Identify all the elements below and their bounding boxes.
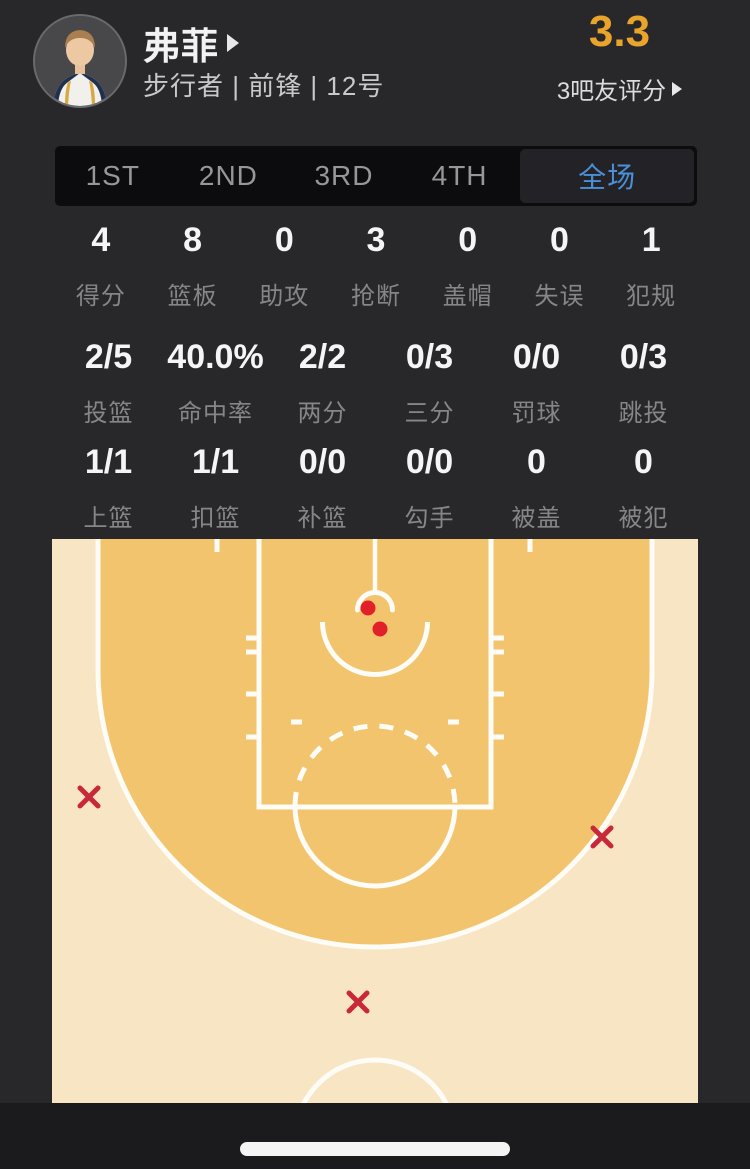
free-throw-circle-dashed — [292, 723, 458, 807]
stat-ft: 0/0 罚球 — [511, 338, 562, 427]
rating-caption-row[interactable]: 3吧友评分 — [532, 71, 707, 106]
stat-steals: 3 抢断 — [351, 221, 402, 310]
stat-layup: 1/1 上篮 — [83, 443, 134, 532]
stat-turnovers: 0 失误 — [534, 221, 585, 310]
made-shot-marker — [360, 600, 376, 616]
rating-arrow-icon — [672, 81, 683, 96]
tab-4th[interactable]: 4TH — [431, 160, 488, 191]
player-photo — [35, 16, 125, 106]
missed-shot-marker — [590, 825, 614, 849]
stat-dunk: 1/1 扣篮 — [190, 443, 241, 532]
player-name: 弗菲 — [143, 26, 219, 67]
stat-blocked: 0 被盖 — [511, 443, 562, 532]
court-floor-inside-arc — [98, 539, 652, 947]
shot-markers — [77, 600, 614, 1014]
restricted-area-arc — [320, 621, 430, 677]
rating-block: 3.3 3吧友评分 — [532, 8, 707, 106]
rating-caption: 3吧友评分 — [556, 78, 667, 105]
stat-fouls: 1 犯规 — [626, 221, 677, 310]
missed-shot-marker — [77, 785, 101, 809]
stat-row-basic: 4 得分 8 篮板 0 助攻 3 抢断 0 盖帽 0 失误 1 犯规 — [55, 220, 697, 311]
three-point-line — [95, 539, 655, 950]
avatar[interactable] — [33, 14, 127, 108]
stat-hook: 0/0 勾手 — [404, 443, 455, 532]
bottom-bar — [0, 1103, 750, 1169]
tab-2nd[interactable]: 2ND — [198, 160, 258, 191]
made-shot-marker — [372, 621, 388, 637]
tab-3rd[interactable]: 3RD — [314, 160, 374, 191]
shot-chart-court — [52, 539, 698, 1169]
player-info: 步行者 | 前锋 | 12号 — [143, 71, 385, 101]
stat-putback: 0/0 补篮 — [297, 443, 348, 532]
home-indicator[interactable] — [240, 1142, 510, 1156]
lane-hash-marks-right — [491, 635, 504, 740]
stat-assists: 0 助攻 — [259, 221, 310, 310]
missed-shot-marker — [346, 990, 370, 1014]
player-header: 弗菲 步行者 | 前锋 | 12号 3.3 3吧友评分 — [0, 0, 750, 140]
stat-rebounds: 8 篮板 — [167, 221, 218, 310]
stat-fg-pct: 40.0% 命中率 — [167, 338, 264, 427]
free-throw-circle-solid — [292, 805, 458, 889]
stat-2pt: 2/2 两分 — [297, 338, 348, 427]
player-name-row[interactable]: 弗菲 — [143, 16, 239, 70]
stat-3pt: 0/3 三分 — [404, 338, 455, 427]
stat-row-shooting: 2/5 投篮 40.0% 命中率 2/2 两分 0/3 三分 0/0 罚球 0/3 跳投 — [55, 337, 697, 428]
tab-1st[interactable]: 1ST — [85, 160, 140, 191]
paint-key — [256, 539, 494, 810]
stat-jumpshot: 0/3 跳投 — [618, 338, 669, 427]
tab-full-game[interactable]: 全场 — [520, 149, 694, 203]
stat-points: 4 得分 — [75, 221, 126, 310]
stat-fouled: 0 被犯 — [618, 443, 669, 532]
stat-blocks: 0 盖帽 — [442, 221, 493, 310]
rating-value: 3.3 — [588, 7, 651, 56]
half-court-diagram — [52, 539, 698, 1169]
name-arrow-icon — [227, 34, 239, 52]
lane-hash-marks-left — [246, 635, 259, 740]
baseline-ticks — [214, 539, 533, 552]
rim — [355, 590, 395, 613]
stat-row-shot-types: 1/1 上篮 1/1 扣篮 0/0 补篮 0/0 勾手 0 被盖 0 被犯 — [55, 442, 697, 533]
quarter-tabs: 1ST 2ND 3RD 4TH 全场 — [55, 146, 697, 206]
stat-fg: 2/5 投篮 — [83, 338, 134, 427]
